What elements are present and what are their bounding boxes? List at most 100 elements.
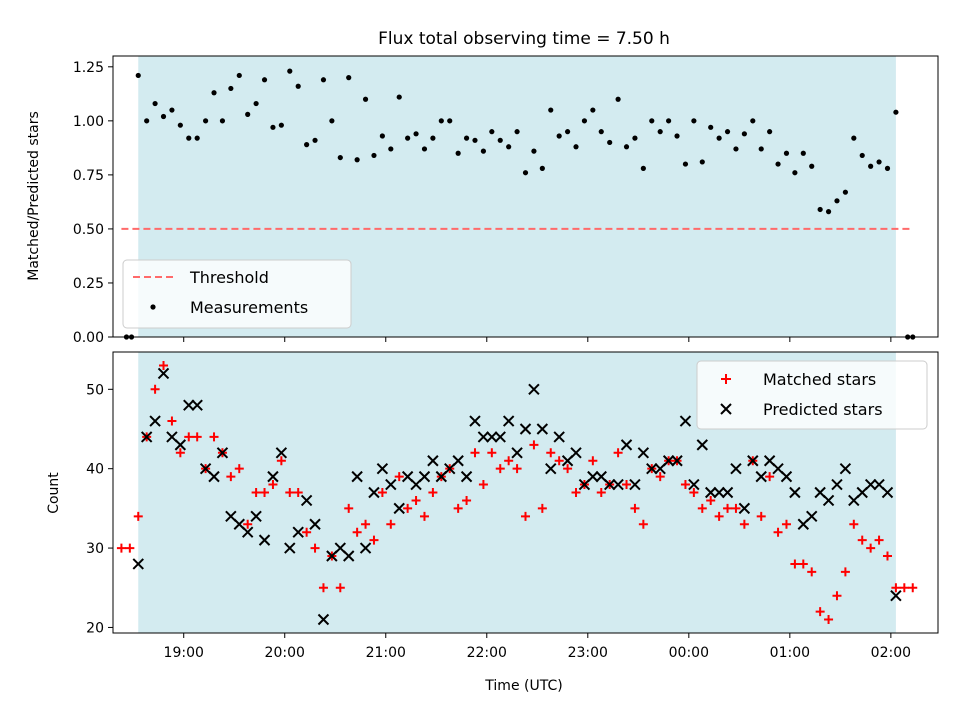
- measurements-point: [438, 118, 444, 124]
- measurements-point: [405, 135, 411, 141]
- predicted-stars-point: [258, 534, 271, 546]
- counts-y-tick-label: 40: [86, 462, 104, 478]
- predicted-stars-point: [704, 486, 717, 499]
- measurements-point: [598, 129, 604, 135]
- measurements-point: [607, 139, 613, 146]
- matched-stars-point: [487, 448, 497, 458]
- predicted-stars-point: [730, 462, 742, 475]
- predicted-stars-point: [418, 470, 431, 483]
- matched-stars-point: [765, 472, 775, 482]
- counts-panel: 20 30 40 50 19:00 20:00 21:00 22:00 23:00 00:00 01…: [86, 351, 939, 661]
- counts-marks: [116, 360, 918, 626]
- predicted-stars-point: [174, 439, 187, 451]
- legend-matched-label: Matched stars: [763, 370, 876, 389]
- measurements-point: [632, 135, 638, 141]
- measurements-point: [396, 94, 402, 100]
- matched-stars-point: [622, 480, 632, 490]
- measurements-point: [228, 85, 234, 92]
- predicted-stars-point: [149, 415, 161, 427]
- measurements-point: [724, 129, 731, 135]
- counts-y-tick-label: 30: [86, 541, 104, 557]
- measurements-point: [893, 109, 899, 115]
- predicted-stars-point: [864, 478, 877, 491]
- measurements-point: [421, 146, 428, 152]
- predicted-stars-point: [216, 447, 229, 459]
- matched-stars-point: [495, 464, 505, 474]
- matched-stars-point: [394, 472, 404, 482]
- predicted-stars-point: [806, 510, 818, 523]
- measurements-point: [455, 150, 461, 156]
- measurements-point: [362, 96, 369, 102]
- predicted-stars-point: [486, 431, 498, 443]
- predicted-stars-point: [368, 486, 380, 499]
- measurements-point: [152, 100, 158, 107]
- ratio-y-tick-label: 0.75: [73, 168, 104, 184]
- matched-stars-point: [125, 543, 135, 553]
- predicted-stars-point: [460, 470, 473, 483]
- legend-threshold-label: Threshold: [189, 268, 269, 287]
- predicted-stars-point: [603, 478, 616, 491]
- counts-y-tick-label: 20: [86, 620, 104, 636]
- matched-stars-point: [192, 432, 202, 442]
- matched-stars-point: [335, 583, 345, 593]
- matched-stars-point: [243, 519, 253, 529]
- matched-stars-point: [302, 527, 312, 537]
- matched-stars-point: [554, 456, 564, 466]
- measurements-point: [623, 144, 630, 150]
- matched-stars-point: [184, 432, 194, 442]
- matched-stars-point: [419, 511, 429, 521]
- predicted-stars-point: [140, 431, 153, 443]
- measurements-point: [649, 118, 655, 124]
- matched-stars-point: [655, 472, 665, 482]
- predicted-stars-point: [376, 462, 389, 475]
- predicted-stars-point: [688, 478, 700, 491]
- measurements-point: [674, 133, 680, 139]
- predicted-stars-point: [620, 439, 633, 451]
- ratio-y-tick-label: 1.00: [73, 114, 104, 130]
- measurements-point: [851, 135, 857, 141]
- measurements-point: [842, 189, 848, 195]
- predicted-stars-point: [713, 486, 725, 499]
- predicted-stars-point: [822, 494, 835, 507]
- predicted-stars-point: [208, 470, 220, 483]
- predicted-stars-point: [881, 486, 894, 499]
- counts-x-tick-label: 00:00: [669, 645, 709, 661]
- matched-stars-point: [908, 583, 918, 593]
- matched-stars-point: [377, 488, 387, 497]
- measurements-point: [287, 68, 293, 74]
- ratio-marks: [123, 68, 916, 340]
- matched-stars-point: [563, 464, 573, 474]
- measurements-point: [295, 83, 301, 89]
- matched-stars-point: [731, 503, 741, 513]
- matched-stars-point: [470, 448, 480, 458]
- matched-stars-point: [798, 559, 808, 569]
- predicted-stars-point: [393, 502, 405, 515]
- measurements-point: [834, 198, 840, 204]
- measurements-point: [708, 124, 714, 130]
- predicted-stars-point: [250, 510, 262, 523]
- matched-stars-point: [462, 495, 472, 505]
- matched-stars-point: [706, 495, 716, 505]
- x-axis-label: Time (UTC): [484, 678, 562, 694]
- measurements-point: [135, 72, 141, 79]
- predicted-stars-point: [679, 415, 692, 427]
- predicted-stars-point: [191, 399, 203, 411]
- matched-stars-point: [159, 360, 169, 370]
- measurements-point: [758, 146, 764, 152]
- matched-stars-point: [613, 448, 623, 458]
- measurements-point: [278, 122, 284, 128]
- measurements-point: [245, 111, 251, 117]
- predicted-stars-point: [553, 431, 565, 443]
- predicted-stars-point: [747, 455, 759, 467]
- measurements-point: [741, 131, 747, 137]
- measurements-point: [615, 96, 621, 102]
- predicted-stars-point: [738, 502, 751, 515]
- measurements-point: [194, 135, 200, 141]
- matched-stars-point: [529, 440, 539, 450]
- counts-x-tick-label: 20:00: [265, 645, 305, 661]
- legend-measurements-swatch: [150, 304, 156, 310]
- predicted-stars-point: [528, 383, 540, 396]
- matched-stars-point: [167, 416, 177, 426]
- measurements-point: [750, 118, 756, 124]
